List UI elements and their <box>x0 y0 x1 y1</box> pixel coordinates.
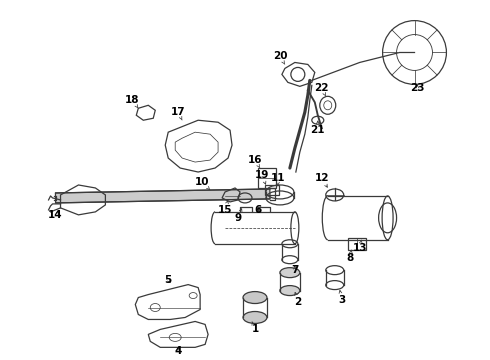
Ellipse shape <box>243 292 267 303</box>
Text: 4: 4 <box>174 346 182 356</box>
Text: 21: 21 <box>311 121 325 135</box>
Text: 22: 22 <box>315 84 329 96</box>
Text: 12: 12 <box>315 173 329 187</box>
Text: 11: 11 <box>270 173 285 186</box>
Text: 9: 9 <box>234 209 242 223</box>
Text: 20: 20 <box>272 51 287 64</box>
Text: 16: 16 <box>248 155 262 168</box>
Text: 15: 15 <box>218 201 232 215</box>
Text: 8: 8 <box>346 250 353 263</box>
Text: 3: 3 <box>338 291 345 305</box>
Bar <box>265 185 279 195</box>
Text: 2: 2 <box>294 292 301 306</box>
Polygon shape <box>55 189 270 203</box>
Text: 10: 10 <box>195 177 210 190</box>
Text: 17: 17 <box>171 107 186 120</box>
Ellipse shape <box>243 311 267 323</box>
Bar <box>348 238 366 250</box>
Ellipse shape <box>280 285 300 296</box>
Text: 14: 14 <box>48 210 63 220</box>
Text: 5: 5 <box>165 275 172 285</box>
Text: 13: 13 <box>352 240 367 253</box>
Text: 1: 1 <box>251 321 259 334</box>
Ellipse shape <box>280 268 300 278</box>
Text: 6: 6 <box>254 205 262 215</box>
Text: 23: 23 <box>410 84 425 93</box>
Text: 18: 18 <box>125 95 140 108</box>
Text: 19: 19 <box>255 170 269 184</box>
Bar <box>258 168 276 188</box>
Text: 7: 7 <box>291 265 298 275</box>
